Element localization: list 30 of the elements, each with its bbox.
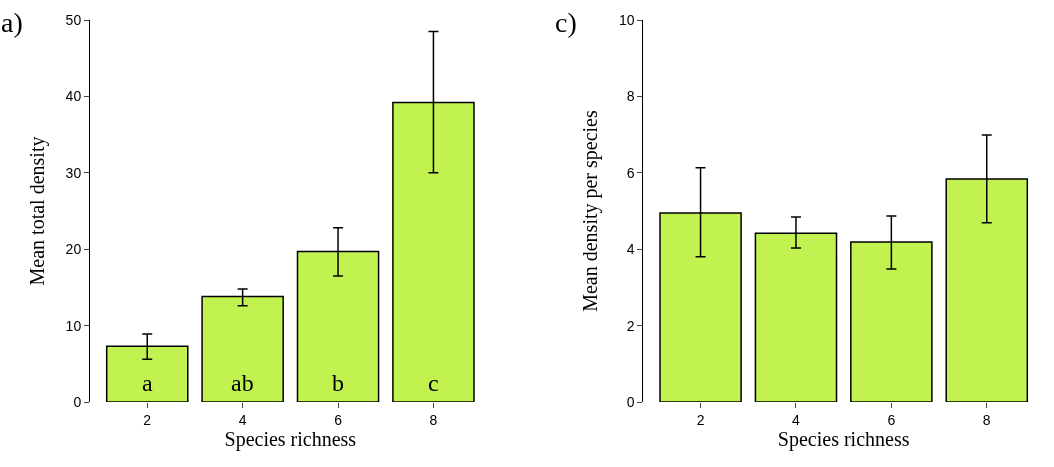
x-tick-label: 8 (429, 411, 438, 428)
x-axis-title: Species richness (224, 427, 357, 451)
y-tick-label: 40 (65, 88, 82, 105)
y-axis-title: Mean density per species (579, 109, 603, 312)
x-tick-label: 8 (982, 411, 991, 428)
y-tick-label: 30 (65, 164, 82, 181)
y-tick-label: 8 (626, 88, 635, 105)
y-tick-label: 10 (618, 11, 635, 28)
x-tick-label: 6 (334, 411, 343, 428)
y-tick-label: 6 (626, 164, 635, 181)
x-tick-label: 2 (143, 411, 152, 428)
annotation: c (428, 370, 439, 396)
y-tick-label: 2 (626, 317, 635, 334)
y-tick-label: 50 (65, 11, 82, 28)
y-tick-label: 0 (626, 393, 635, 410)
x-tick-label: 6 (887, 411, 896, 428)
y-tick-label: 10 (65, 317, 82, 334)
y-tick-label: 0 (73, 393, 82, 410)
y-tick-label: 4 (626, 241, 635, 258)
annotation: ab (231, 370, 254, 396)
annotation: b (332, 370, 344, 396)
x-tick-label: 4 (792, 411, 801, 428)
x-tick-label: 2 (696, 411, 705, 428)
x-axis-title: Species richness (777, 427, 910, 451)
y-tick-label: 20 (65, 241, 82, 258)
chart-title: c) (555, 7, 577, 38)
x-tick-label: 4 (238, 411, 247, 428)
chart-title: a) (1, 7, 23, 38)
y-axis-title: Mean total density (26, 136, 50, 286)
annotation: a (142, 370, 153, 396)
